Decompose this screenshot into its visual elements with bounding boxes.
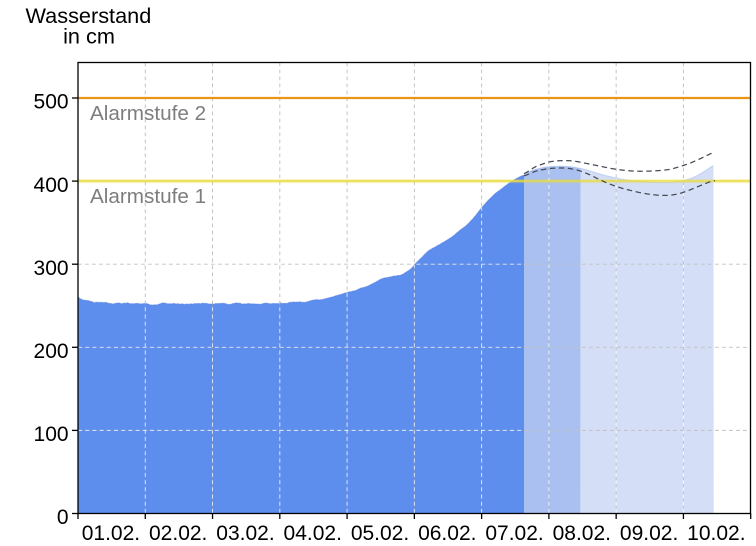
svg-text:Wasserstand: Wasserstand [26,3,152,28]
svg-text:500: 500 [34,91,69,114]
svg-text:01.02.: 01.02. [82,522,140,545]
svg-text:04.02.: 04.02. [284,522,342,545]
svg-text:07.02.: 07.02. [485,522,543,545]
svg-text:0: 0 [57,506,69,529]
svg-text:in cm: in cm [63,23,115,48]
svg-text:03.02.: 03.02. [216,522,274,545]
svg-text:08.02.: 08.02. [553,522,611,545]
svg-text:Alarmstufe 1: Alarmstufe 1 [90,185,206,208]
svg-text:Alarmstufe 2: Alarmstufe 2 [90,102,206,125]
svg-text:400: 400 [34,174,69,197]
svg-text:06.02.: 06.02. [418,522,476,545]
svg-text:05.02.: 05.02. [351,522,409,545]
svg-text:10.02.: 10.02. [687,522,745,545]
svg-text:200: 200 [34,340,69,363]
svg-text:02.02.: 02.02. [149,522,207,545]
svg-text:100: 100 [34,423,69,446]
svg-text:300: 300 [34,257,69,280]
svg-text:09.02.: 09.02. [620,522,678,545]
